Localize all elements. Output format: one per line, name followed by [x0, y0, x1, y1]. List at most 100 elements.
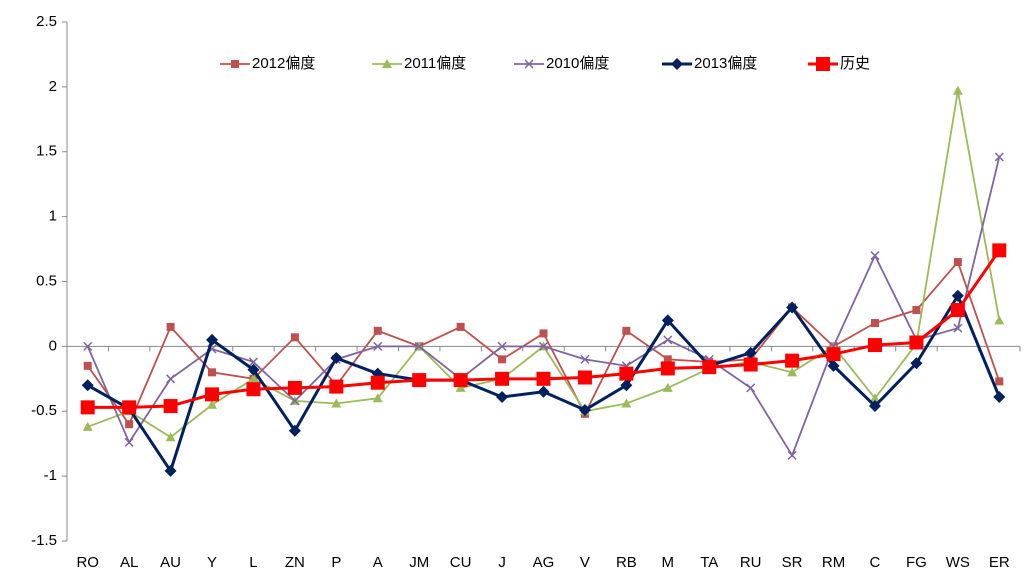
- data-point: [83, 361, 92, 370]
- data-point: [456, 322, 465, 331]
- data-point: [164, 464, 177, 477]
- data-point: [992, 243, 1007, 258]
- data-point: [496, 390, 509, 403]
- x-tick-label: P: [331, 554, 341, 571]
- data-point: [870, 319, 879, 328]
- x-tick-label: AL: [120, 554, 138, 571]
- data-point: [163, 399, 178, 414]
- data-point: [125, 420, 134, 429]
- x-tick-label: CU: [450, 554, 472, 571]
- data-point: [166, 374, 176, 384]
- data-point: [246, 382, 261, 397]
- x-tick-label: JM: [409, 554, 429, 571]
- data-point: [331, 398, 342, 408]
- x-tick-label: RM: [822, 554, 845, 571]
- data-point: [370, 375, 385, 390]
- data-point: [205, 387, 220, 402]
- data-point: [870, 251, 880, 261]
- series-line: [86, 156, 1001, 458]
- x-tick-label: SR: [782, 554, 803, 571]
- data-point: [372, 393, 383, 403]
- legend-marker: [382, 59, 392, 68]
- data-point: [826, 347, 841, 362]
- data-point: [950, 303, 965, 318]
- x-tick-label: J: [498, 554, 506, 571]
- data-point: [744, 346, 757, 359]
- data-point: [622, 326, 631, 335]
- x-tick-label: ER: [989, 554, 1010, 571]
- data-point: [661, 314, 674, 327]
- data-point: [414, 341, 424, 351]
- x-tick-label: FG: [906, 554, 927, 571]
- data-point: [122, 400, 137, 415]
- legend-label: 2012偏度: [252, 55, 315, 72]
- data-point: [662, 382, 673, 392]
- data-point: [373, 341, 383, 351]
- data-point: [453, 373, 468, 388]
- data-point: [580, 354, 590, 364]
- x-tick-label: RO: [76, 554, 99, 571]
- y-tick-label: 2: [49, 78, 57, 95]
- legend-label: 2011偏度: [404, 55, 466, 72]
- data-point: [993, 390, 1006, 403]
- data-point: [746, 383, 756, 393]
- data-point: [743, 357, 758, 372]
- data-point: [994, 152, 1004, 162]
- data-point: [619, 366, 634, 381]
- data-point: [578, 403, 591, 416]
- data-point: [995, 377, 1004, 386]
- legend-marker: [524, 59, 534, 69]
- data-point: [536, 371, 551, 386]
- data-point: [621, 398, 632, 408]
- x-tick-label: WS: [946, 554, 970, 571]
- y-tick-label: 0.5: [36, 272, 57, 289]
- data-point: [290, 333, 299, 342]
- data-point: [455, 382, 466, 392]
- data-point: [287, 380, 302, 395]
- data-point: [83, 341, 93, 351]
- legend-label: 历史: [840, 55, 870, 72]
- x-tick-label: TA: [700, 554, 718, 571]
- data-point: [909, 335, 924, 350]
- data-point: [867, 338, 882, 353]
- data-point: [412, 373, 427, 388]
- y-tick-label: 1: [49, 208, 57, 225]
- data-point: [498, 355, 507, 364]
- x-tick-label: ZN: [285, 554, 305, 571]
- data-point: [994, 315, 1005, 325]
- legend-marker: [816, 57, 830, 71]
- x-tick-label: A: [373, 554, 383, 571]
- data-point: [868, 400, 881, 413]
- x-tick-label: L: [249, 554, 257, 571]
- data-point: [827, 359, 840, 372]
- data-point: [247, 363, 260, 376]
- data-point: [290, 396, 300, 406]
- y-tick-label: -1.5: [31, 532, 57, 549]
- data-point: [80, 400, 95, 415]
- data-point: [910, 357, 923, 370]
- data-point: [786, 301, 799, 314]
- data-point: [953, 323, 963, 333]
- data-point: [82, 421, 93, 431]
- data-point: [785, 353, 800, 368]
- x-tick-label: AG: [533, 554, 555, 571]
- data-point: [248, 373, 259, 383]
- y-tick-label: 2.5: [36, 13, 57, 30]
- legend-label: 2010偏度: [546, 55, 609, 72]
- data-point: [206, 333, 219, 346]
- data-point: [81, 379, 94, 392]
- data-point: [702, 360, 717, 375]
- data-point: [373, 326, 382, 335]
- data-point: [165, 432, 176, 442]
- x-tick-label: RB: [616, 554, 637, 571]
- y-tick-label: -0.5: [31, 402, 57, 419]
- x-tick-label: RU: [740, 554, 762, 571]
- x-tick-label: C: [870, 554, 881, 571]
- data-point: [537, 385, 550, 398]
- data-point: [951, 289, 964, 302]
- data-point: [663, 335, 673, 345]
- data-point: [497, 341, 507, 351]
- y-tick-label: 0: [49, 337, 57, 354]
- data-point: [620, 379, 633, 392]
